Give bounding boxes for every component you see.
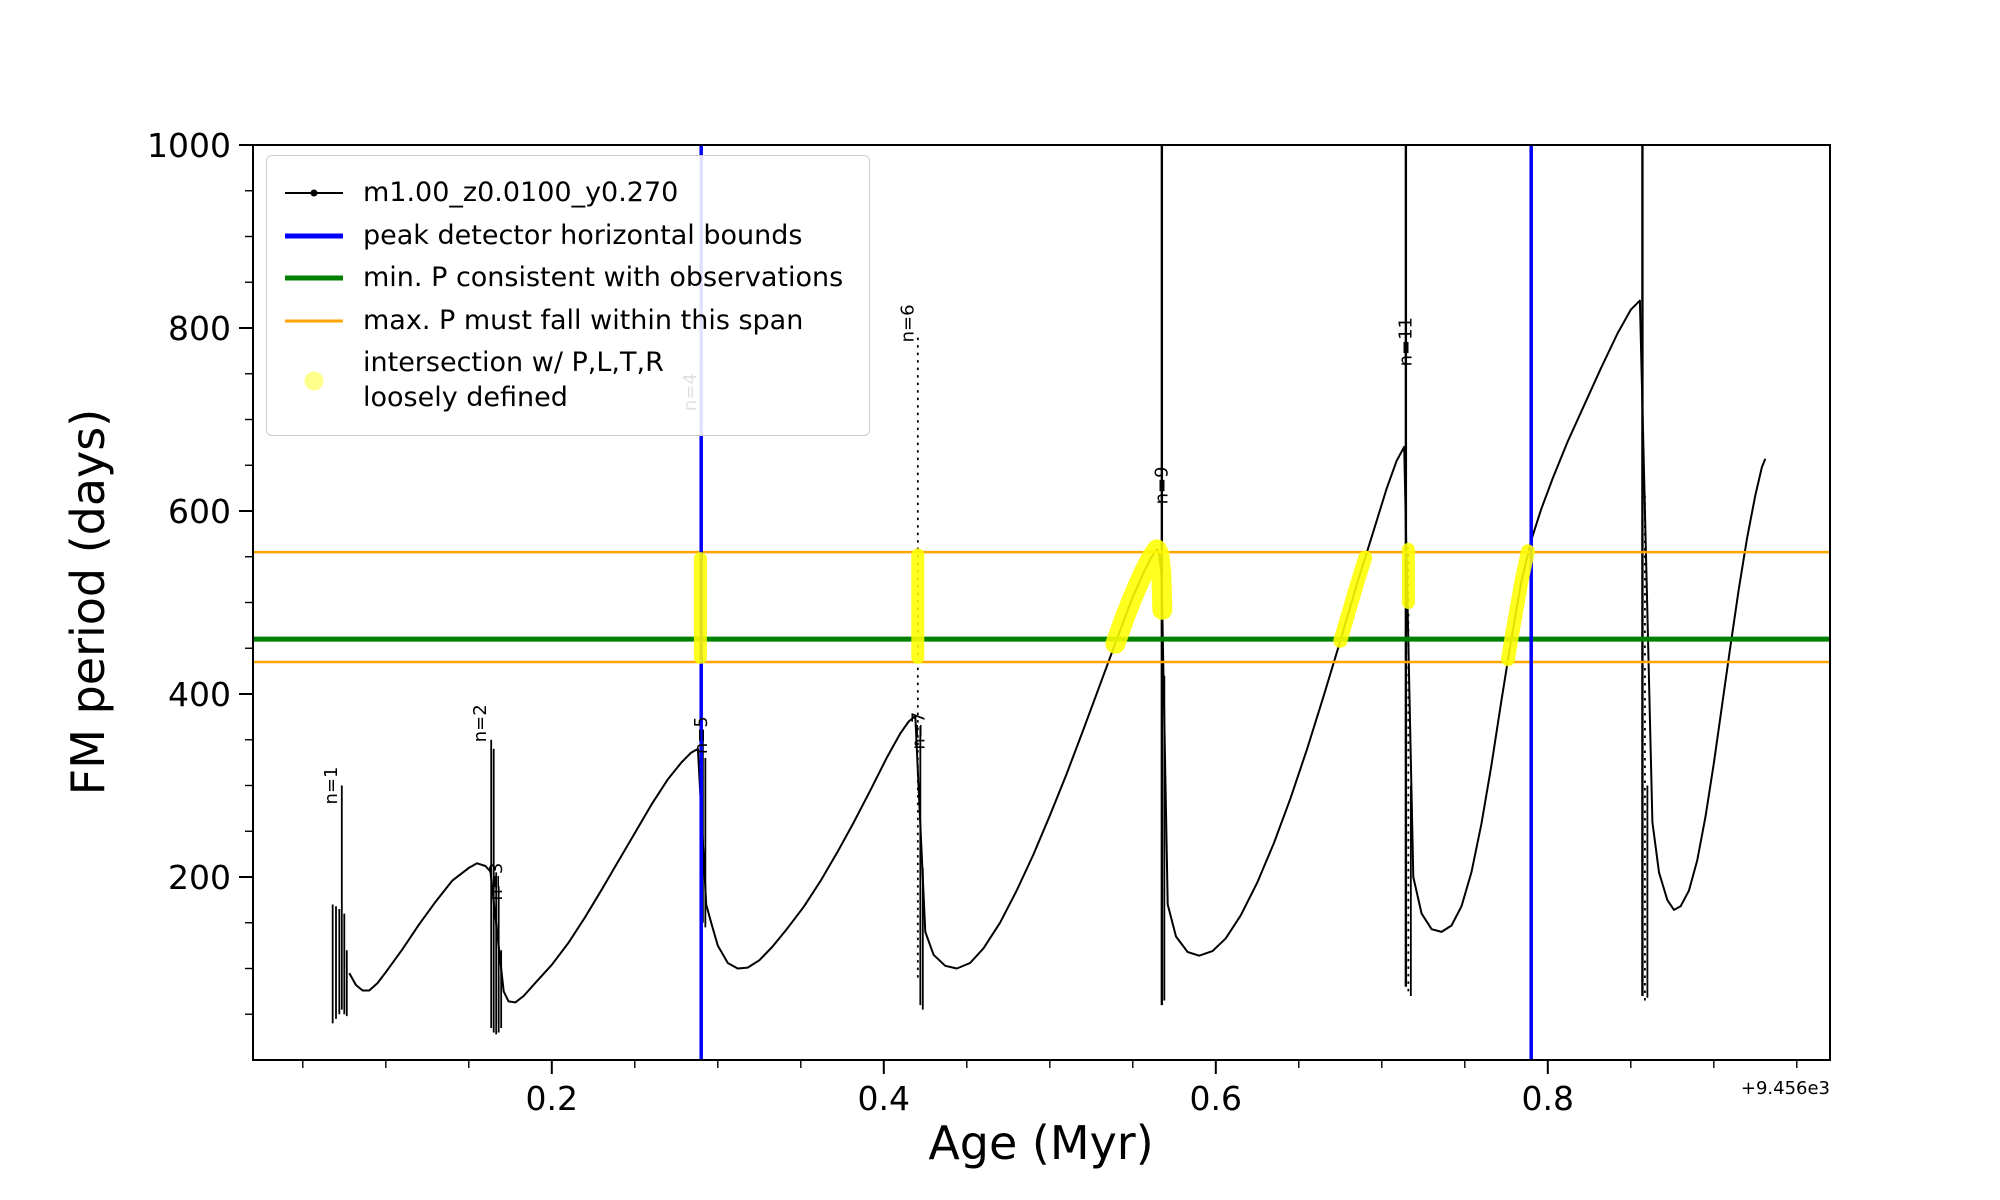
mode-label: n=1 [321, 767, 342, 805]
y-tick-label: 1000 [147, 126, 231, 165]
legend-line [285, 275, 343, 281]
legend: m1.00_z0.0100_y0.270 peak detector horiz… [266, 155, 871, 437]
x-tick-label: 0.8 [1522, 1079, 1574, 1118]
x-tick-label: 0.2 [526, 1079, 578, 1118]
mode-label: n=6 [898, 304, 919, 342]
x-axis-offset-text: +9.456e3 [1740, 1078, 1830, 1099]
y-tick-label: 800 [168, 309, 231, 348]
legend-item-min-p: min. P consistent with observations [283, 261, 843, 296]
marker-swatch [283, 366, 345, 396]
y-tick-label: 600 [168, 492, 231, 531]
line-swatch [283, 306, 345, 336]
legend-label: max. P must fall within this span [363, 304, 804, 336]
x-tick-label: 0.6 [1190, 1079, 1242, 1118]
mode-label: n=2 [470, 704, 491, 742]
line-swatch [283, 263, 345, 293]
line-marker-swatch [283, 178, 345, 208]
y-tick-label: 200 [168, 858, 231, 897]
legend-item-track: m1.00_z0.0100_y0.270 [283, 176, 843, 211]
legend-line [285, 319, 343, 323]
line-swatch [283, 221, 345, 251]
y-tick-label: 400 [168, 675, 231, 714]
legend-label: peak detector horizontal bounds [363, 219, 803, 251]
intersection-highlight [1105, 539, 1173, 654]
intersection-highlight [1333, 550, 1373, 648]
mode-label: n=9 [1152, 466, 1173, 504]
y-axis-label: FM period (days) [61, 408, 115, 796]
legend-label: min. P consistent with observations [363, 262, 844, 294]
legend-marker-dot [310, 189, 318, 197]
legend-label: m1.00_z0.0100_y0.270 [363, 177, 679, 208]
mode-label: n=3 [486, 863, 507, 901]
intersection-highlight [1501, 544, 1535, 667]
mode-label: n=7 [909, 712, 930, 750]
x-tick-label: 0.4 [858, 1079, 910, 1118]
legend-item-peak-bounds: peak detector horizontal bounds [283, 219, 843, 254]
plot-data-layer [253, 145, 1830, 1060]
legend-item-intersection: intersection w/ P,L,T,R loosely defined [283, 346, 843, 415]
legend-item-max-p: max. P must fall within this span [283, 304, 843, 339]
legend-label: intersection w/ P,L,T,R loosely defined [363, 347, 664, 413]
x-axis-label: Age (Myr) [928, 1116, 1154, 1170]
mode-label: n=5 [691, 716, 712, 754]
legend-scatter-dot [304, 371, 324, 391]
legend-line [285, 233, 343, 239]
mode-label: n=11 [1396, 317, 1417, 366]
